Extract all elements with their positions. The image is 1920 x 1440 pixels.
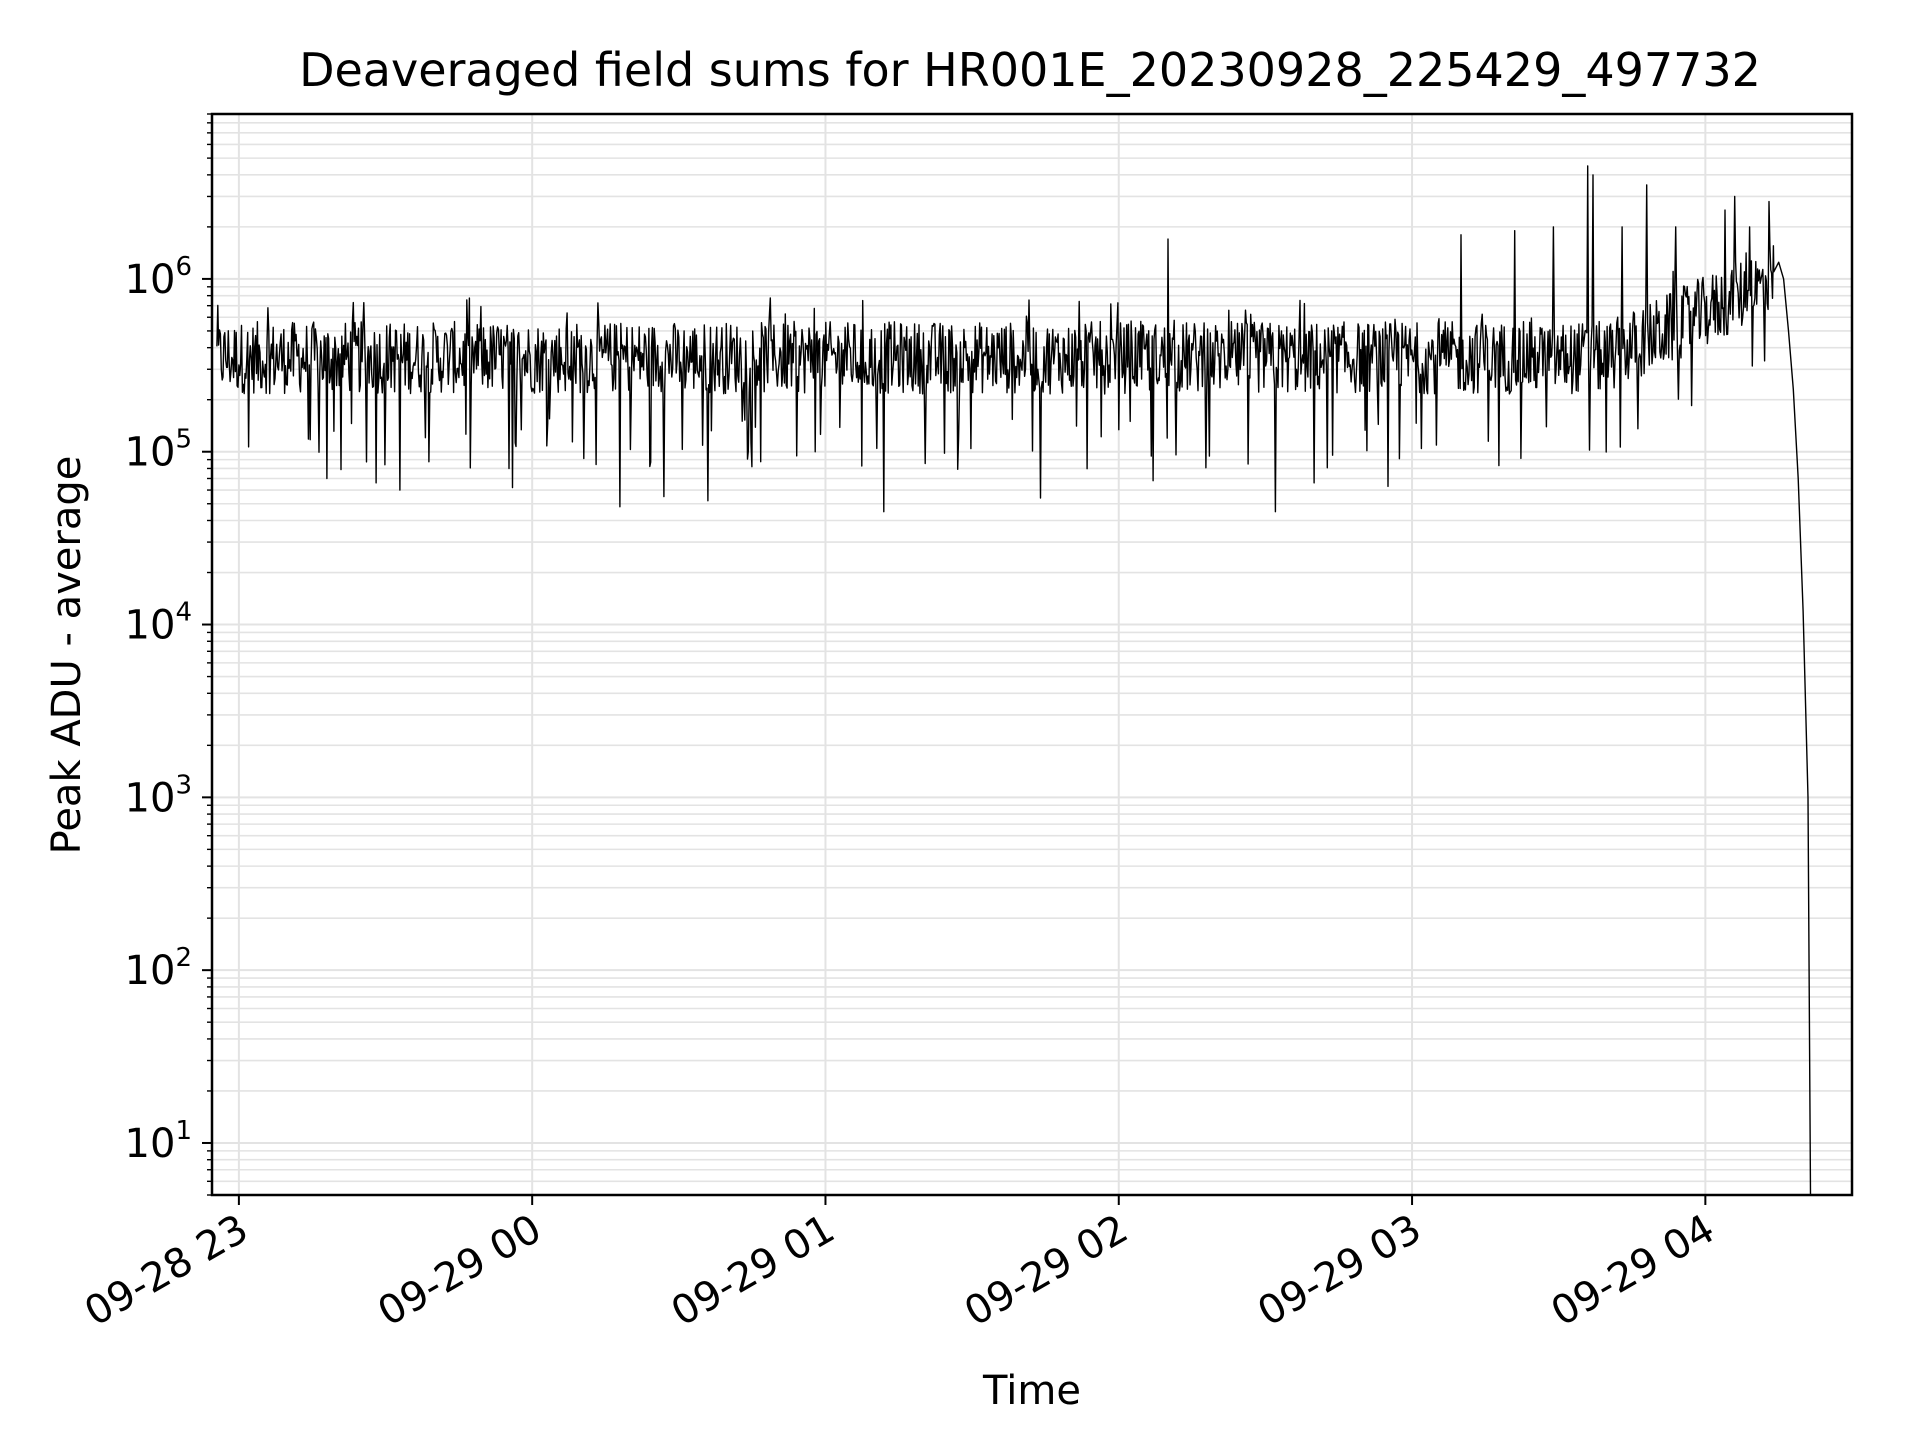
chart-title: Deaveraged field sums for HR001E_2023092… [299,43,1761,97]
y-tick-label: 101 [125,1116,192,1167]
series-layer [216,165,1812,1196]
y-tick-label: 103 [125,770,192,821]
x-tick-label: 09-29 01 [664,1206,843,1336]
y-tick-label: 105 [125,425,192,476]
y-axis-label: Peak ADU - average [44,456,90,855]
x-tick-label: 09-28 23 [77,1206,256,1336]
y-tick-label: 104 [125,598,192,649]
x-axis-label: Time [982,1368,1081,1414]
series-line [216,165,1812,1196]
y-axis: 101 102 103 104 105 106 [125,113,212,1196]
y-tick-label: 106 [125,252,192,303]
grid [212,113,1852,1196]
x-tick-label: 09-29 03 [1250,1206,1429,1336]
x-tick-label: 09-29 04 [1544,1206,1723,1336]
plot-frame [210,112,1854,1197]
x-tick-label: 09-29 00 [370,1206,549,1336]
y-tick-label: 102 [125,943,192,994]
x-tick-label: 09-29 02 [957,1206,1136,1336]
x-axis: 09-28 23 09-29 00 09-29 01 09-29 02 09-29 03… [77,1195,1722,1336]
